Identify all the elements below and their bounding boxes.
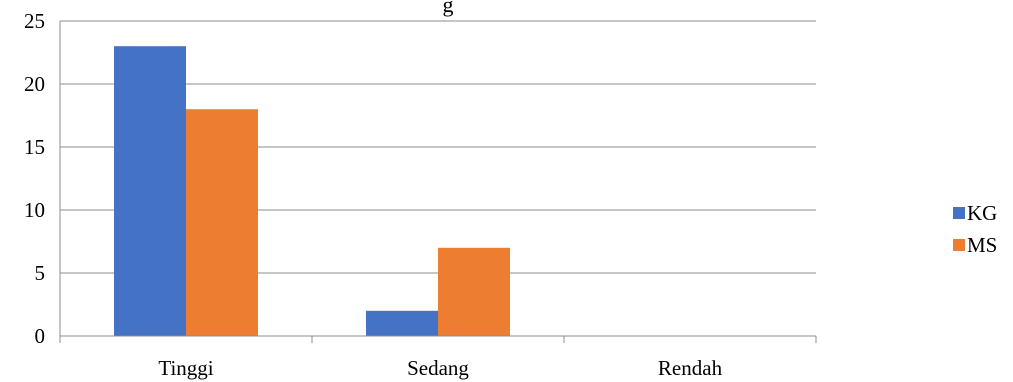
bar-kg-sedang (366, 310, 438, 336)
chart-title: g (443, 0, 454, 17)
legend-swatch (953, 239, 965, 251)
y-tick-label: 10 (24, 198, 45, 222)
y-tick-label: 0 (35, 324, 46, 348)
legend-label: MS (967, 233, 997, 257)
legend-label: KG (967, 201, 997, 225)
y-tick-label: 20 (24, 72, 45, 96)
y-tick-label: 25 (24, 9, 45, 33)
axes: 0 5 10 15 20 25 Tinggi Sedang Rendah (24, 9, 817, 380)
x-tick-label: Sedang (407, 356, 469, 380)
legend: KG MS (953, 201, 997, 257)
y-tick-label: 15 (24, 135, 45, 159)
bar-ms-sedang (438, 247, 510, 336)
bars (114, 46, 510, 336)
bar-ms-tinggi (186, 109, 258, 336)
x-tick-label: Tinggi (158, 356, 213, 380)
x-tick-label: Rendah (658, 356, 723, 380)
legend-swatch (953, 207, 965, 219)
y-tick-label: 5 (35, 261, 46, 285)
bar-kg-tinggi (114, 46, 186, 336)
